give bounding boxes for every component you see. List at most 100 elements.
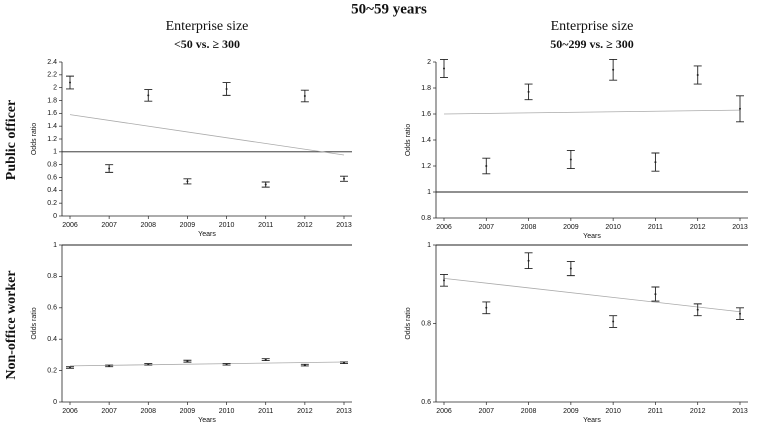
point bbox=[527, 90, 530, 93]
point bbox=[443, 279, 445, 282]
x-tick-label: 2011 bbox=[648, 224, 663, 231]
point bbox=[654, 161, 657, 164]
y-axis-label: Odds ratio bbox=[31, 307, 38, 339]
x-tick-label: 2012 bbox=[297, 222, 313, 229]
x-tick-label: 2011 bbox=[258, 408, 273, 415]
y-tick-label: 2.2 bbox=[47, 72, 57, 79]
column-subheader: 50~299 vs. ≥ 300 bbox=[550, 37, 634, 51]
point bbox=[69, 366, 71, 369]
x-tick-label: 2008 bbox=[140, 408, 156, 415]
x-axis-label: Years bbox=[583, 233, 601, 240]
y-tick-label: 0.8 bbox=[421, 320, 431, 327]
y-tick-label: 2.4 bbox=[47, 59, 57, 66]
y-axis-label: Odds ratio bbox=[405, 307, 412, 339]
x-tick-label: 2007 bbox=[101, 408, 117, 415]
x-tick-label: 2006 bbox=[436, 408, 452, 415]
x-tick-label: 2010 bbox=[219, 222, 235, 229]
trend-line bbox=[69, 114, 345, 156]
point bbox=[186, 180, 189, 183]
column-header: Enterprise size bbox=[166, 19, 249, 34]
point bbox=[612, 320, 615, 323]
y-tick-label: 1.8 bbox=[47, 97, 57, 104]
point bbox=[739, 312, 741, 315]
y-tick-label: 2 bbox=[427, 59, 431, 66]
y-tick-label: 1.2 bbox=[47, 136, 57, 143]
point bbox=[147, 363, 150, 366]
trend-line bbox=[443, 277, 741, 313]
y-tick-label: 0.2 bbox=[47, 200, 57, 207]
point bbox=[443, 67, 445, 70]
x-tick-label: 2007 bbox=[478, 408, 494, 415]
point bbox=[343, 361, 345, 364]
x-tick-label: 2011 bbox=[258, 222, 273, 229]
point bbox=[343, 177, 345, 180]
y-tick-label: 0.6 bbox=[421, 399, 431, 406]
point bbox=[264, 183, 267, 186]
x-tick-label: 2011 bbox=[648, 408, 663, 415]
y-tick-label: 0.8 bbox=[47, 273, 57, 280]
x-tick-label: 2009 bbox=[563, 224, 579, 231]
y-tick-label: 1.6 bbox=[47, 110, 57, 117]
x-tick-label: 2006 bbox=[62, 222, 78, 229]
x-tick-label: 2013 bbox=[336, 408, 352, 415]
point bbox=[739, 107, 741, 110]
x-tick-label: 2012 bbox=[690, 224, 706, 231]
y-tick-label: 1.6 bbox=[421, 111, 431, 118]
x-tick-label: 2013 bbox=[732, 408, 748, 415]
x-tick-label: 2007 bbox=[478, 224, 494, 231]
point bbox=[225, 87, 228, 90]
y-tick-label: 1 bbox=[427, 189, 431, 196]
x-tick-label: 2009 bbox=[180, 222, 196, 229]
point bbox=[225, 363, 228, 366]
x-tick-label: 2007 bbox=[101, 222, 117, 229]
trend-line bbox=[69, 361, 345, 367]
point bbox=[485, 165, 488, 167]
y-tick-label: 0.8 bbox=[421, 215, 431, 222]
x-tick-label: 2009 bbox=[180, 408, 196, 415]
x-tick-label: 2010 bbox=[219, 408, 235, 415]
x-tick-label: 2008 bbox=[521, 224, 537, 231]
point bbox=[147, 94, 150, 97]
x-tick-label: 2012 bbox=[690, 408, 706, 415]
x-axis-label: Years bbox=[198, 231, 216, 238]
x-tick-label: 2013 bbox=[336, 222, 352, 229]
x-tick-label: 2013 bbox=[732, 224, 748, 231]
figure-title: 50~59 years bbox=[351, 1, 427, 17]
y-tick-label: 0.4 bbox=[47, 336, 57, 343]
point bbox=[654, 293, 657, 296]
x-tick-label: 2010 bbox=[605, 224, 621, 231]
y-tick-label: 1 bbox=[53, 149, 57, 156]
x-tick-label: 2008 bbox=[140, 222, 156, 229]
y-tick-label: 1.4 bbox=[47, 123, 57, 130]
point bbox=[696, 308, 699, 311]
point bbox=[569, 267, 572, 270]
x-tick-label: 2010 bbox=[605, 408, 621, 415]
y-tick-label: 2 bbox=[53, 85, 57, 92]
point bbox=[186, 360, 189, 363]
trend-line bbox=[443, 109, 741, 115]
point bbox=[108, 167, 111, 170]
point bbox=[69, 81, 71, 84]
column-header: Enterprise size bbox=[551, 19, 634, 34]
y-tick-label: 0.4 bbox=[47, 187, 57, 194]
point bbox=[569, 158, 572, 161]
y-tick-label: 0.8 bbox=[47, 162, 57, 169]
column-subheader: <50 vs. ≥ 300 bbox=[174, 37, 240, 51]
y-tick-label: 0.6 bbox=[47, 305, 57, 312]
y-axis-label: Odds ratio bbox=[405, 124, 412, 156]
point bbox=[527, 259, 530, 262]
x-tick-label: 2006 bbox=[62, 408, 78, 415]
x-axis-label: Years bbox=[583, 417, 601, 424]
y-tick-label: 0.2 bbox=[47, 367, 57, 374]
x-tick-label: 2008 bbox=[521, 408, 537, 415]
y-tick-label: 1.4 bbox=[421, 137, 431, 144]
point bbox=[612, 68, 615, 71]
x-axis-label: Years bbox=[198, 417, 216, 424]
point bbox=[108, 364, 111, 367]
point bbox=[485, 306, 488, 309]
x-tick-label: 2012 bbox=[297, 408, 313, 415]
x-tick-label: 2006 bbox=[436, 224, 452, 231]
point bbox=[303, 95, 306, 98]
y-tick-label: 1.8 bbox=[421, 85, 431, 92]
